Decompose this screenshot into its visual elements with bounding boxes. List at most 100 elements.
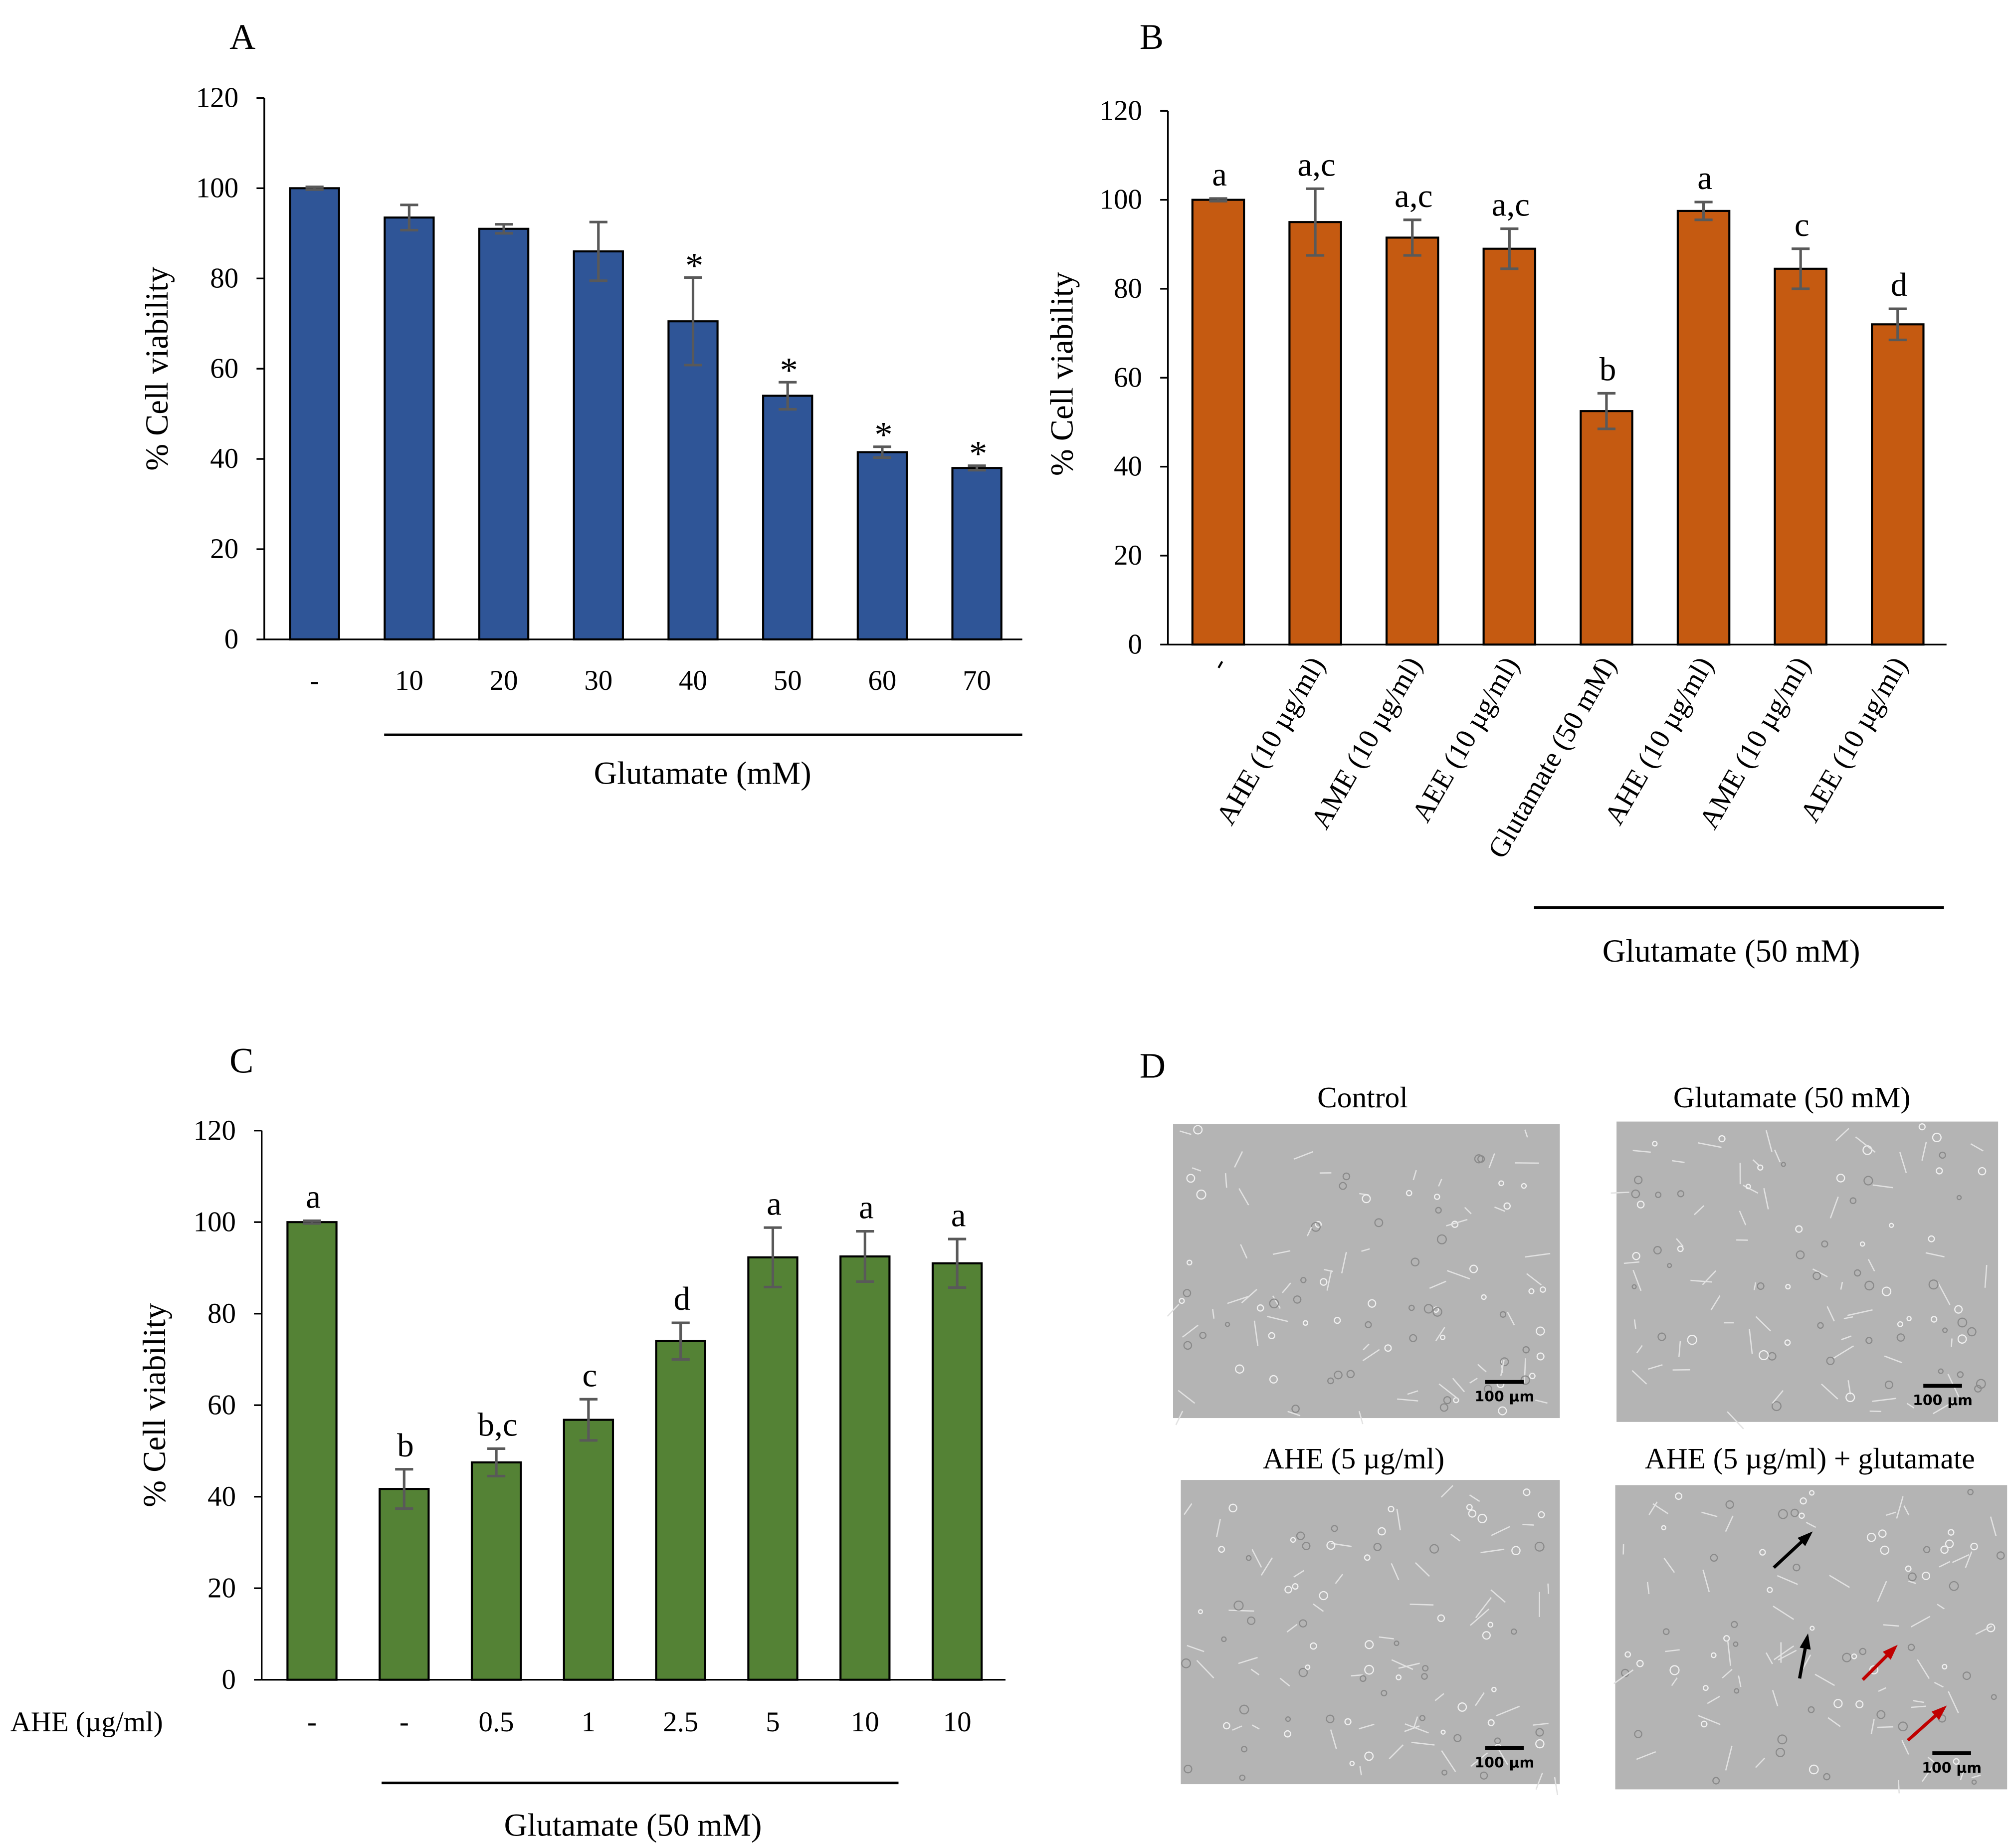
cell-process <box>1507 1311 1515 1326</box>
cell <box>1905 1565 1912 1572</box>
cell <box>1954 1305 1963 1314</box>
cell <box>1183 1289 1192 1297</box>
cell-process <box>1937 1604 1945 1610</box>
error-bar <box>1888 307 1907 342</box>
cell <box>1498 1406 1507 1416</box>
significance-label: * <box>969 434 987 474</box>
cell <box>1187 1259 1193 1266</box>
cell-process <box>1633 1319 1636 1329</box>
bar <box>839 1255 891 1681</box>
cell <box>1767 1587 1773 1593</box>
cell <box>1851 1653 1857 1659</box>
cell <box>1443 1396 1451 1405</box>
cell <box>1731 1621 1738 1628</box>
cell-texture <box>1167 1125 1551 1426</box>
cell-process <box>1702 1270 1717 1285</box>
cell <box>1795 1225 1803 1233</box>
cell-process <box>1990 1516 1997 1536</box>
cell-process <box>1755 1316 1771 1332</box>
cell <box>1423 1304 1433 1314</box>
bar <box>289 187 340 641</box>
y-tick-label: 100 <box>1100 184 1142 215</box>
cell-process <box>1725 1515 1734 1532</box>
bar <box>655 1340 706 1681</box>
cell <box>1429 1544 1439 1554</box>
significance-label: a,c <box>1297 146 1335 183</box>
cell <box>1836 1174 1845 1183</box>
cell-process <box>1934 1681 1944 1688</box>
bar <box>1385 236 1439 646</box>
cell <box>1710 1554 1718 1562</box>
cell-process <box>1452 1378 1465 1393</box>
cell-process <box>1648 1501 1658 1515</box>
significance-label: a <box>767 1185 782 1222</box>
cell-process <box>1835 1128 1849 1141</box>
cell-process <box>1632 1269 1642 1291</box>
cell <box>1962 1671 1971 1680</box>
bar <box>286 1221 338 1681</box>
cell-process <box>1727 1411 1744 1430</box>
cell <box>1468 1509 1477 1518</box>
x-tick-label: - <box>1202 651 1234 675</box>
cell-process <box>1970 1143 1984 1152</box>
cell <box>1421 1673 1428 1680</box>
cell <box>1388 1505 1395 1513</box>
bar <box>1871 323 1925 646</box>
cell-process <box>1413 1716 1418 1727</box>
cell <box>1833 1699 1843 1708</box>
cell-process <box>1286 1624 1298 1633</box>
cell <box>1876 1710 1886 1719</box>
cell-process <box>1965 1551 1973 1568</box>
y-axis-label: % Cell viability <box>1043 271 1079 476</box>
cell <box>1778 1509 1788 1519</box>
cell-process <box>1526 1273 1542 1286</box>
cell <box>1365 1640 1374 1649</box>
cell-process <box>1632 1150 1651 1153</box>
cell <box>1511 1628 1517 1635</box>
cell-process <box>1306 1227 1312 1236</box>
cell-process <box>1167 1303 1180 1317</box>
cell <box>1368 1299 1377 1308</box>
cell <box>1677 1190 1685 1198</box>
cell <box>1808 1706 1815 1713</box>
cell <box>1657 1332 1666 1341</box>
cell <box>1536 1352 1545 1361</box>
cell-process <box>1663 1557 1675 1573</box>
cell <box>1918 1123 1926 1131</box>
cell <box>1777 1734 1788 1745</box>
cell-process <box>1396 1509 1401 1531</box>
cell <box>1364 1751 1374 1761</box>
y-tick-label: 40 <box>210 443 238 474</box>
cell-process <box>1622 1544 1624 1555</box>
y-tick-label: 0 <box>1128 628 1142 660</box>
cell-process <box>1690 1279 1712 1283</box>
cell-process <box>1407 1390 1418 1395</box>
cell-process <box>1952 1554 1970 1563</box>
cell-process <box>1855 1136 1876 1153</box>
cell-process <box>1960 1768 1965 1781</box>
cell <box>1636 1659 1644 1667</box>
cell-process <box>1870 1719 1875 1734</box>
micrograph-image <box>1173 1124 1560 1419</box>
cell-process <box>1765 1130 1773 1152</box>
cell-process <box>1665 1649 1680 1652</box>
cell-process <box>1441 1750 1456 1772</box>
cell <box>1859 1241 1865 1247</box>
bar <box>470 1461 522 1681</box>
significance-label: a <box>951 1196 966 1233</box>
cell <box>1866 1532 1876 1542</box>
error-bar <box>779 381 797 411</box>
cell <box>1483 1385 1492 1394</box>
cell <box>1942 1327 1948 1333</box>
cell <box>1996 1551 2005 1560</box>
cell-process <box>1948 1691 1959 1713</box>
cell-process <box>1358 1411 1364 1425</box>
cell-process <box>1676 1238 1684 1247</box>
cell <box>1269 1298 1279 1309</box>
arrow-icon <box>1907 1705 1947 1742</box>
x-tick-label: - <box>307 1706 317 1738</box>
cell <box>1757 1282 1765 1290</box>
cell <box>1823 1773 1830 1781</box>
y-tick-label: 80 <box>1114 273 1142 304</box>
cell <box>1437 1614 1445 1622</box>
